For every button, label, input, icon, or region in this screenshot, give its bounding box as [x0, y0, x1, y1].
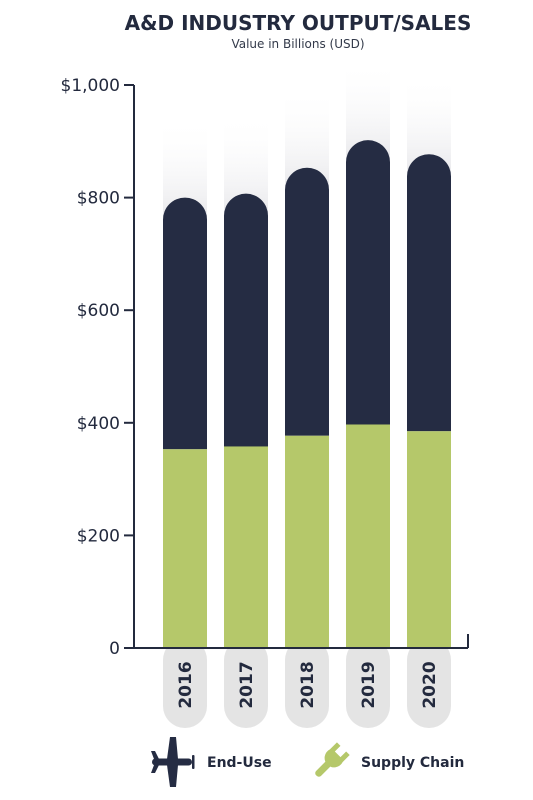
legend: End-Use Supply Chain	[151, 737, 464, 787]
bar-end-use-2017	[224, 193, 268, 447]
axes	[133, 85, 469, 649]
legend-end-use-label: End-Use	[207, 755, 272, 771]
bar-end-use-2019	[346, 140, 390, 425]
wrench-icon	[315, 742, 350, 777]
x-tick-label-2017: 2017	[237, 661, 257, 708]
y-tick-label-400: $400	[77, 414, 120, 434]
x-label-pill-2017	[224, 638, 268, 728]
chart-title: A&D INDUSTRY OUTPUT/SALES	[125, 11, 472, 35]
legend-supply-chain-label: Supply Chain	[361, 755, 464, 771]
x-label-pills	[163, 638, 451, 728]
y-tick-label-600: $600	[77, 301, 120, 321]
x-label-pill-2016	[163, 638, 207, 728]
chart-subtitle: Value in Billions (USD)	[231, 37, 364, 51]
bar-supply-chain-2019	[346, 424, 390, 648]
x-label-pill-2018	[285, 638, 329, 728]
airplane-icon	[151, 737, 195, 787]
y-ticks: 0 $200 $400 $600 $800 $1,000	[61, 76, 134, 659]
bar-supply-chain-2020	[407, 431, 451, 648]
y-tick-label-1000: $1,000	[61, 76, 120, 96]
x-tick-label-2018: 2018	[298, 661, 318, 708]
bar-supply-chain-2018	[285, 435, 329, 648]
bar-supply-chain-2016	[163, 449, 207, 648]
y-tick-label-800: $800	[77, 189, 120, 209]
bar-end-use-2016	[163, 197, 207, 450]
bar-supply-chain-2017	[224, 446, 268, 648]
x-labels: 2016 2017 2018 2019 2020	[176, 661, 440, 708]
x-tick-label-2020: 2020	[420, 661, 440, 708]
x-label-pill-2020	[407, 638, 451, 728]
x-tick-label-2016: 2016	[176, 661, 196, 708]
x-label-pill-2019	[346, 638, 390, 728]
bars	[163, 140, 451, 648]
bar-end-use-2020	[407, 154, 451, 432]
y-tick-label-0: 0	[109, 639, 120, 659]
x-tick-label-2019: 2019	[359, 661, 379, 708]
bar-end-use-2018	[285, 167, 329, 436]
y-tick-label-200: $200	[77, 526, 120, 546]
